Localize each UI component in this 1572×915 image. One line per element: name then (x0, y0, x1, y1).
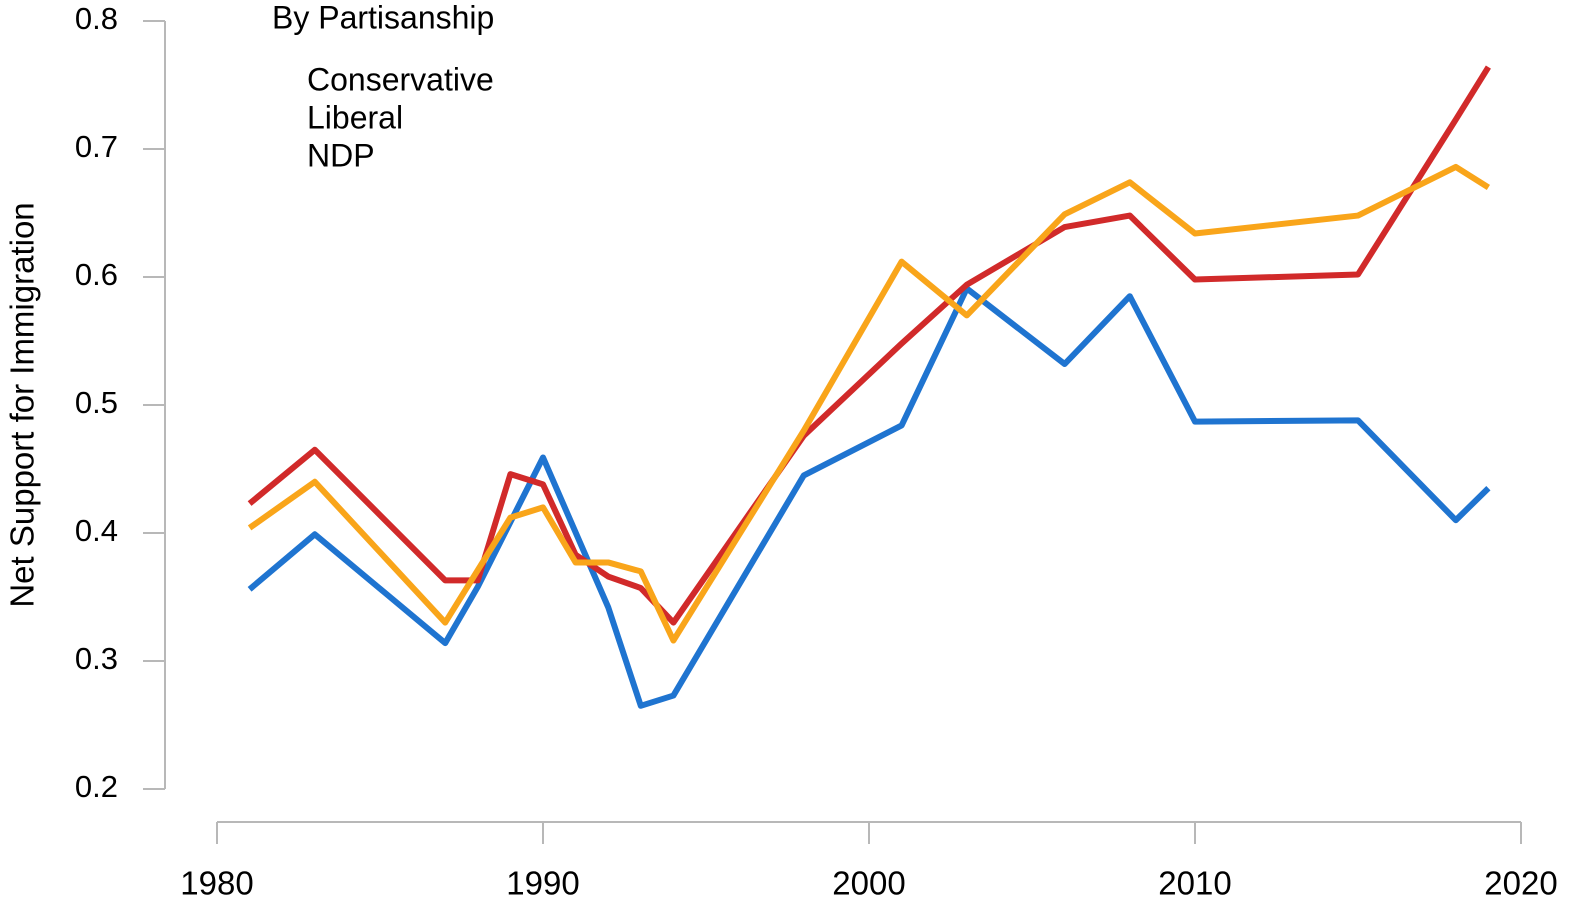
x-tick-label: 2010 (1158, 865, 1231, 902)
legend-entry: NDP (307, 137, 375, 173)
y-tick-label: 0.4 (75, 513, 118, 548)
y-tick-label: 0.7 (75, 129, 118, 164)
y-axis-label: Net Support for Immigration (4, 202, 41, 607)
x-tick-label: 2020 (1484, 865, 1557, 902)
line-series (247, 65, 1491, 626)
y-tick-label: 0.2 (75, 769, 118, 804)
x-tick-label: 1980 (180, 865, 253, 902)
legend-entry: Conservative (307, 61, 494, 97)
x-tick-label: 2000 (832, 865, 905, 902)
y-tick-label: 0.5 (75, 385, 118, 420)
line-series (247, 163, 1490, 644)
y-tick-label: 0.6 (75, 257, 118, 292)
y-tick-label: 0.3 (75, 641, 118, 676)
y-tick-label: 0.8 (75, 1, 118, 36)
x-tick-label: 1990 (506, 865, 579, 902)
legend-entry: Liberal (307, 99, 403, 135)
legend-title: By Partisanship (272, 0, 494, 35)
line-series (247, 285, 1491, 709)
